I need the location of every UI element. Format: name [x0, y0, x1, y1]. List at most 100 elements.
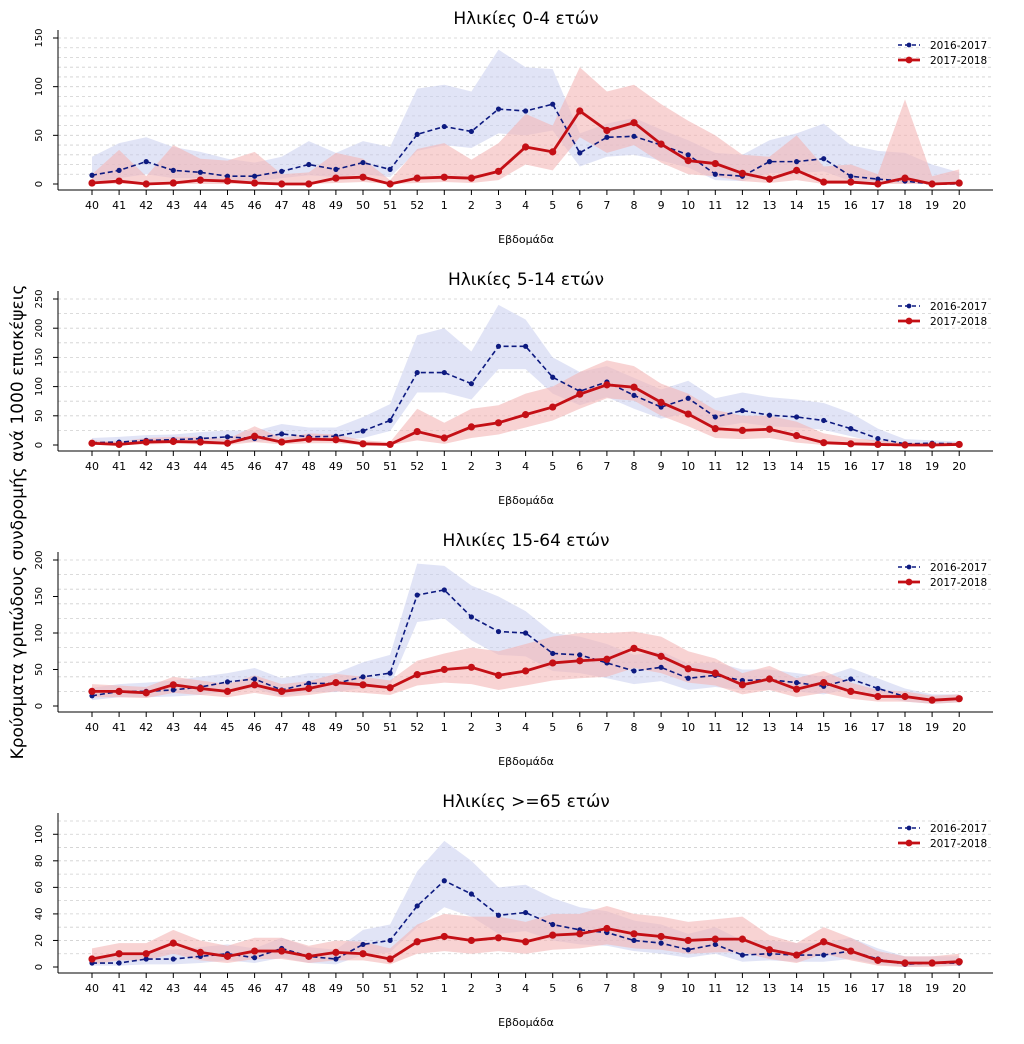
data-point-2017-2018: [494, 419, 503, 427]
data-point-2016-2017: [712, 171, 718, 177]
x-tick-label: 9: [658, 199, 665, 212]
data-point-2016-2017: [523, 108, 529, 114]
x-tick-label: 2: [468, 982, 475, 995]
data-point-2016-2017: [658, 940, 664, 946]
x-tick-label: 52: [410, 721, 424, 734]
data-point-2017-2018: [955, 179, 963, 187]
x-tick-label: 12: [735, 721, 749, 734]
x-tick-label: 10: [681, 460, 695, 473]
data-point-2017-2018: [332, 948, 340, 957]
data-point-2017-2018: [386, 440, 394, 449]
y-tick-label: 80: [34, 854, 45, 867]
data-point-2017-2018: [684, 157, 692, 165]
data-point-2016-2017: [739, 952, 746, 958]
data-point-2016-2017: [848, 426, 854, 432]
data-point-2016-2017: [658, 404, 664, 410]
data-point-2016-2017: [685, 947, 691, 953]
legend: 2016-2017 2017-2018: [898, 562, 987, 589]
y-axis-label: Κρούσματα γριπώδους συνδρομής ανά 1000 ε…: [8, 284, 28, 760]
data-point-2016-2017: [116, 167, 122, 173]
data-point-2017-2018: [765, 946, 774, 954]
data-point-2016-2017: [523, 343, 529, 349]
data-point-2017-2018: [413, 938, 421, 946]
data-point-2017-2018: [847, 178, 855, 186]
x-tick-label: 2: [468, 199, 475, 212]
data-point-2017-2018: [928, 180, 936, 188]
data-point-2017-2018: [278, 438, 286, 446]
data-point-2016-2017: [89, 172, 95, 178]
data-point-2017-2018: [820, 178, 828, 186]
x-tick-label: 7: [603, 460, 610, 473]
data-point-2017-2018: [549, 931, 557, 939]
x-tick-label: 47: [275, 982, 289, 995]
data-point-2017-2018: [630, 930, 638, 938]
legend: 2016-2017 2017-2018: [898, 40, 987, 67]
legend-label: 2017-2018: [930, 55, 987, 67]
x-tick-label: 20: [952, 460, 966, 473]
data-point-2017-2018: [549, 659, 557, 667]
data-point-2017-2018: [440, 665, 448, 674]
data-point-2016-2017: [441, 369, 447, 376]
x-tick-label: 11: [708, 721, 722, 734]
data-point-2017-2018: [142, 950, 150, 958]
data-point-2017-2018: [874, 440, 882, 449]
data-point-2017-2018: [522, 143, 530, 151]
data-point-2017-2018: [684, 665, 692, 673]
data-point-2017-2018: [196, 684, 204, 693]
x-tick-label: 51: [383, 460, 397, 473]
data-point-2017-2018: [251, 947, 259, 955]
data-point-2016-2017: [631, 937, 637, 944]
x-tick-label: 12: [735, 460, 749, 473]
x-tick-label: 50: [356, 199, 370, 212]
data-point-2016-2017: [468, 381, 474, 387]
data-point-2017-2018: [332, 436, 340, 444]
x-tick-label: 6: [576, 982, 583, 995]
x-tick-label: 10: [681, 199, 695, 212]
x-tick-label: 1: [441, 982, 448, 995]
data-point-2016-2017: [143, 159, 149, 165]
data-point-2017-2018: [169, 179, 177, 187]
data-point-2017-2018: [711, 425, 719, 433]
data-point-2017-2018: [413, 427, 421, 436]
data-point-2016-2017: [224, 173, 231, 179]
band-2016-2017: [92, 840, 960, 967]
data-point-2017-2018: [955, 440, 963, 449]
data-point-2017-2018: [494, 934, 503, 942]
legend: 2016-2017 2017-2018: [898, 823, 987, 850]
data-point-2017-2018: [386, 955, 394, 963]
data-point-2017-2018: [115, 687, 123, 696]
x-tick-label: 18: [898, 199, 912, 212]
data-point-2017-2018: [765, 675, 774, 683]
x-tick-label: 50: [356, 460, 370, 473]
data-point-2016-2017: [252, 955, 258, 961]
data-point-2017-2018: [630, 383, 638, 391]
x-tick-label: 46: [248, 199, 262, 212]
data-point-2016-2017: [441, 587, 447, 593]
y-tick-label: 150: [34, 28, 45, 47]
x-tick-label: 18: [898, 460, 912, 473]
data-point-2017-2018: [738, 426, 747, 434]
data-point-2016-2017: [360, 428, 366, 434]
x-tick-label: 5: [549, 460, 556, 473]
x-tick-label: 11: [708, 460, 722, 473]
data-point-2016-2017: [577, 652, 583, 658]
band-2017-2018: [92, 67, 960, 184]
data-point-2016-2017: [766, 159, 773, 165]
data-point-2016-2017: [252, 676, 258, 682]
data-point-2016-2017: [441, 878, 447, 884]
legend-swatch-point: [906, 303, 912, 309]
data-point-2017-2018: [576, 390, 584, 398]
x-tick-label: 40: [85, 982, 99, 995]
data-point-2017-2018: [955, 958, 963, 966]
data-point-2016-2017: [550, 374, 556, 380]
x-tick-label: 51: [383, 982, 397, 995]
data-point-2017-2018: [305, 952, 313, 960]
x-tick-label: 45: [221, 460, 235, 473]
data-point-2016-2017: [794, 159, 800, 165]
data-point-2016-2017: [387, 937, 393, 944]
x-tick-label: 48: [302, 199, 316, 212]
data-point-2017-2018: [630, 119, 638, 127]
y-tick-label: 100: [34, 377, 45, 396]
data-point-2016-2017: [468, 891, 474, 897]
x-tick-label: 52: [410, 199, 424, 212]
